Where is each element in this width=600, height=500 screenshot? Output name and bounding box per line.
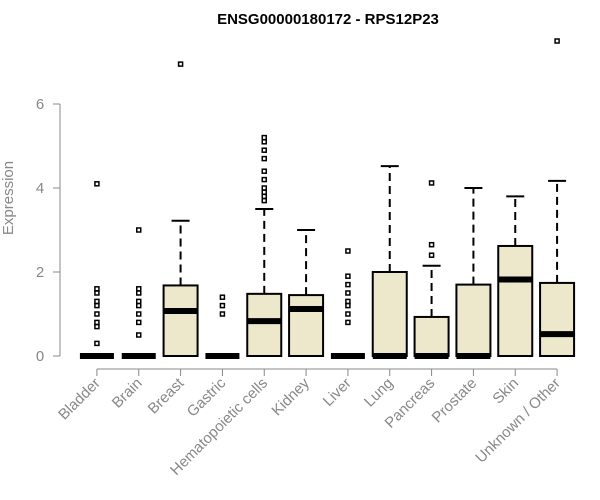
x-tick-label: Kidney — [268, 374, 313, 419]
outlier-point — [94, 340, 100, 347]
outlier-point — [428, 180, 435, 186]
outlier-point — [136, 290, 142, 296]
outlier-point — [261, 155, 267, 162]
outlier-point — [345, 298, 351, 305]
outlier-point — [136, 332, 142, 338]
box-kidney — [288, 229, 325, 358]
box-prostate — [455, 187, 492, 359]
outlier-point — [94, 323, 100, 330]
y-tick-label: 0 — [36, 348, 44, 365]
outlier-point — [136, 302, 142, 309]
x-tick-label: Brain — [109, 375, 146, 412]
outlier-point — [219, 302, 226, 309]
outlier-point — [94, 290, 100, 296]
outlier-point — [345, 311, 351, 317]
outlier-point — [94, 319, 100, 326]
box-breast — [162, 61, 199, 357]
x-tick-label: Lung — [361, 375, 397, 411]
outlier-point — [136, 298, 142, 305]
y-tick-label: 2 — [36, 264, 44, 281]
outlier-point — [94, 286, 100, 292]
outlier-point — [261, 193, 267, 200]
x-tick-label: Bladder — [55, 375, 104, 424]
box-rect — [246, 292, 283, 357]
outlier-point — [554, 38, 560, 44]
x-tick-label: Skin — [489, 375, 522, 408]
box-bladder — [79, 181, 114, 359]
outlier-point — [219, 294, 226, 300]
box-skin — [497, 195, 534, 358]
outlier-point — [261, 168, 267, 174]
outlier-point — [177, 61, 184, 67]
outlier-point — [136, 311, 142, 317]
outlier-point — [261, 185, 267, 191]
outlier-point — [261, 139, 267, 145]
outlier-point — [136, 227, 142, 233]
outlier-point — [345, 273, 351, 279]
box-pancreas — [413, 180, 450, 359]
box-rect — [288, 294, 325, 358]
box-unknown-other — [539, 38, 576, 358]
outlier-point — [261, 134, 267, 141]
outlier-point — [428, 241, 435, 248]
y-tick-label: 6 — [36, 96, 44, 113]
outlier-point — [345, 302, 351, 309]
outlier-point — [345, 290, 351, 296]
box-rect — [413, 315, 450, 358]
x-tick-label: Prostate — [429, 375, 481, 427]
x-tick-label: Breast — [145, 374, 188, 417]
box-gastric — [205, 294, 240, 359]
boxes-layer — [79, 38, 576, 359]
outlier-point — [136, 286, 142, 292]
outlier-point — [136, 319, 142, 326]
box-liver — [330, 248, 365, 359]
outlier-point — [94, 181, 100, 187]
box-rect — [371, 271, 408, 357]
box-rect — [497, 244, 534, 358]
outlier-point — [261, 176, 267, 183]
outlier-point — [345, 281, 351, 288]
y-axis: 0 2 4 6 — [36, 96, 61, 365]
outlier-point — [345, 319, 351, 326]
box-rect — [162, 284, 199, 357]
outlier-point — [94, 311, 100, 317]
y-axis-label: Expression — [0, 161, 17, 235]
box-rect — [455, 283, 492, 358]
box-lung — [371, 165, 408, 359]
outlier-point — [428, 252, 435, 258]
x-tick-label: Liver — [320, 375, 355, 410]
outlier-point — [345, 248, 351, 254]
box-hematopoietic-cells — [246, 134, 283, 357]
chart-title: ENSG00000180172 - RPS12P23 — [217, 11, 439, 28]
outlier-point — [94, 302, 100, 309]
outlier-point — [261, 147, 267, 153]
outlier-point — [219, 311, 226, 317]
outlier-point — [261, 197, 267, 204]
outlier-point — [94, 298, 100, 305]
y-tick-label: 4 — [36, 180, 44, 197]
box-brain — [121, 227, 156, 359]
outlier-point — [261, 189, 267, 195]
box-rect — [539, 281, 576, 358]
